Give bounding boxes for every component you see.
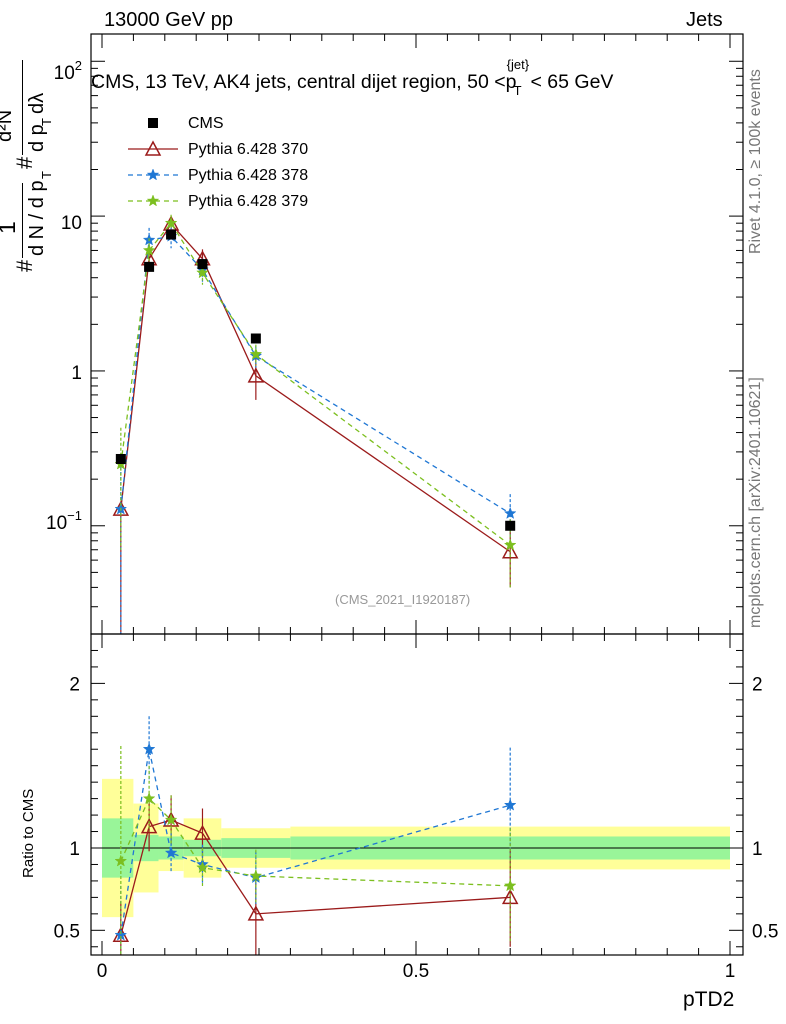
mcplots-label: mcplots.cern.ch [arXiv:2401.10621] [747, 377, 764, 628]
ylabel-frac2-den: d p [26, 124, 48, 152]
series-370-ratio-point [194, 824, 211, 840]
cms-data-point [144, 261, 155, 272]
legend-label-cms: CMS [188, 115, 224, 132]
series-378-ratio-point [164, 846, 178, 859]
series-370-ratio-point [247, 905, 265, 921]
cms-data-point [115, 453, 126, 464]
x-tick-label: 0.5 [403, 961, 429, 982]
series-379-ratio-point [142, 791, 156, 805]
series-378-ratio-point [503, 798, 517, 811]
ylabel-frac2-num: d²N [0, 109, 16, 142]
header-left: 13000 GeV pp [104, 9, 233, 31]
cms-data-point [166, 229, 177, 240]
plot-title-sup: {jet} [506, 57, 530, 72]
series-379-point [164, 216, 178, 229]
series-370-ratio-point [140, 818, 158, 834]
series-378-ratio-point [142, 742, 156, 755]
plot-title-p-letter: p [505, 71, 517, 93]
rivet-label: Rivet 4.1.0, ≥ 100k events [747, 69, 764, 254]
plot-title: CMS, 13 TeV, AK4 jets, central dijet reg… [91, 57, 614, 98]
plot-title-main: CMS, 13 TeV, AK4 jets, central dijet reg… [91, 71, 506, 93]
cms-data-point [197, 259, 208, 270]
ylabel-frac1-line [22, 183, 23, 258]
plot-title-p: p {jet} T [505, 57, 529, 98]
legend-marker-cms [148, 118, 158, 128]
plot-title-tail: < 65 GeV [530, 71, 614, 93]
series-379-ratio-line [120, 797, 511, 887]
legend-marker [146, 194, 160, 207]
ratio-frame [90, 633, 744, 956]
series-379-point [503, 538, 517, 551]
y-axis-label: # 1 d N / d p T # d²N d p T dλ [0, 32, 78, 272]
ratio-y-tick-label: 1 [69, 839, 80, 860]
series-370-point [501, 543, 519, 559]
ratio-y-tick-label-right: 1 [752, 839, 763, 860]
series-379-ratio-point [196, 861, 209, 874]
cms-data-point [505, 520, 516, 531]
legend-label-370: Pythia 6.428 370 [188, 141, 309, 158]
series-379-point [142, 243, 156, 256]
plot-title-sub: T [513, 83, 522, 98]
legend-marker [144, 140, 162, 156]
ylabel-lambda: dλ [26, 92, 48, 114]
series-379-line [120, 222, 511, 546]
series-378-point [503, 506, 517, 519]
ylabel-frac1-num: # [12, 156, 37, 169]
legend-label-379: Pythia 6.428 379 [188, 193, 309, 210]
ylabel-frac2-line [22, 60, 23, 155]
ylabel-dN: d N / d p [26, 180, 48, 256]
x-tick-label: 1 [725, 961, 736, 982]
ratio-y-tick-label: 0.5 [54, 921, 80, 942]
ratio-y-label: Ratio to CMS [20, 788, 37, 878]
series-379-ratio-point [249, 869, 263, 882]
series-370-ratio-line [120, 819, 511, 936]
series-379-ratio-point [164, 813, 178, 826]
series-378-ratio-line [120, 749, 511, 936]
x-tick-label: 0 [97, 961, 108, 982]
ylabel-one: 1 [0, 221, 21, 234]
ylabel-T2: T [39, 118, 54, 126]
legend-label-378: Pythia 6.428 378 [188, 167, 309, 184]
y-tick-label: 1 [71, 363, 82, 384]
series-379-point [249, 347, 263, 360]
ylabel-sharp: # [12, 259, 37, 272]
series-378-line [120, 235, 511, 515]
series-379-point [196, 266, 209, 279]
ratio-y-tick-label-right: 2 [752, 674, 763, 695]
analysis-watermark: (CMS_2021_I1920187) [335, 592, 471, 607]
series-370-point [247, 367, 265, 383]
x-axis-label: pTD2 [683, 988, 735, 1011]
series-379-ratio-point [503, 879, 517, 892]
series-379-ratio-point [114, 854, 128, 867]
ratio-y-tick-label-right: 0.5 [752, 921, 778, 942]
cms-data-point [250, 333, 261, 344]
header-right: Jets [686, 9, 723, 31]
y-tick-label: 10 [61, 213, 82, 234]
ylabel-T1: T [39, 171, 54, 179]
y-tick-label: 10−1 [46, 508, 82, 534]
legend-marker [146, 168, 160, 181]
ratio-y-tick-label: 2 [69, 674, 80, 695]
series-370-line [120, 222, 511, 553]
